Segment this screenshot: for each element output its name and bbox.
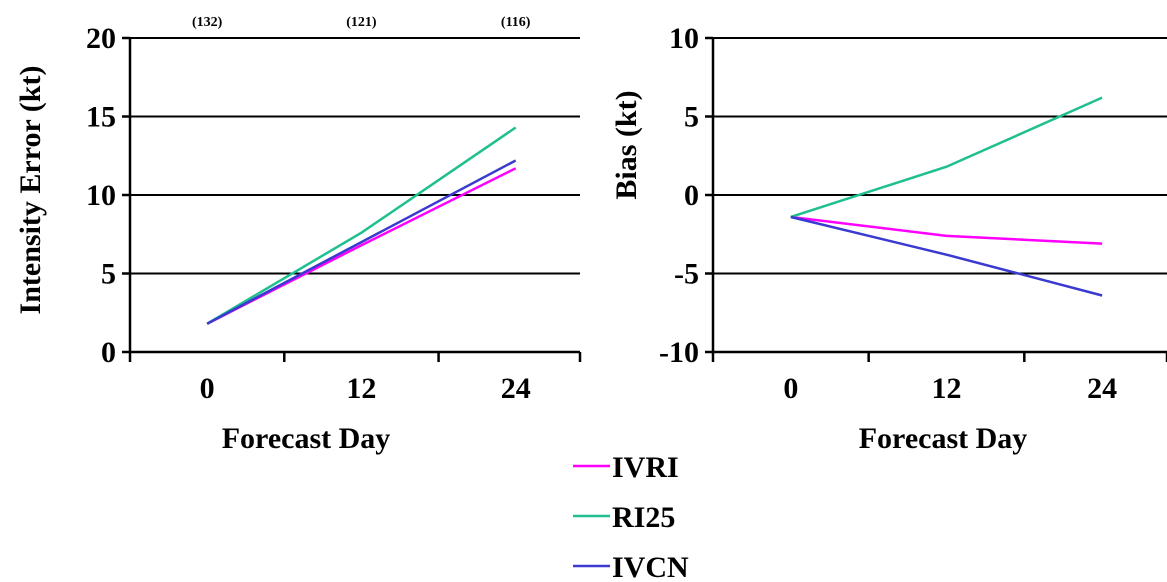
intensity-error-chart: Intensity Error (kt) Forecast Day 0 5 10 15… xyxy=(14,15,582,455)
y-tick-label: 15 xyxy=(86,101,116,134)
series-line-ivcn xyxy=(206,159,517,325)
y-tick-label: 0 xyxy=(101,336,116,369)
legend-label: IVRI xyxy=(612,451,679,484)
sample-count-label: (116) xyxy=(501,15,531,30)
y-tick-label: 0 xyxy=(684,179,699,212)
y-tick-label: 20 xyxy=(86,22,116,55)
series-line-ri25 xyxy=(206,126,517,325)
x-axis-label: Forecast Day xyxy=(859,422,1028,455)
x-tick-label: 12 xyxy=(931,372,961,405)
series-line-ivri xyxy=(790,215,1103,245)
y-tick-label: -10 xyxy=(659,336,699,369)
y-tick-label: 5 xyxy=(101,258,116,291)
x-tick-label: 24 xyxy=(501,372,531,405)
x-tick-label: 0 xyxy=(200,372,215,405)
y-tick-label: 10 xyxy=(669,22,699,55)
y-tick-label: -5 xyxy=(674,258,699,291)
legend-label: IVCN xyxy=(612,551,689,582)
sample-count-label: (121) xyxy=(346,15,377,30)
series-line-ri25 xyxy=(790,96,1103,219)
x-tick-label: 24 xyxy=(1087,372,1117,405)
legend: IVRI RI25 IVCN xyxy=(573,451,689,582)
y-axis-label: Intensity Error (kt) xyxy=(14,66,47,315)
bias-chart: Bias (kt) Forecast Day -10 -5 0 5 10 0 12 24 xyxy=(610,22,1167,455)
y-tick-label: 10 xyxy=(86,179,116,212)
x-axis-label: Forecast Day xyxy=(222,422,391,455)
series-line-ivcn xyxy=(790,215,1103,297)
y-axis-label: Bias (kt) xyxy=(610,90,643,199)
sample-count-label: (132) xyxy=(192,15,223,30)
x-tick-label: 12 xyxy=(346,372,376,405)
legend-label: RI25 xyxy=(612,501,675,534)
x-tick-label: 0 xyxy=(783,372,798,405)
y-tick-label: 5 xyxy=(684,101,699,134)
